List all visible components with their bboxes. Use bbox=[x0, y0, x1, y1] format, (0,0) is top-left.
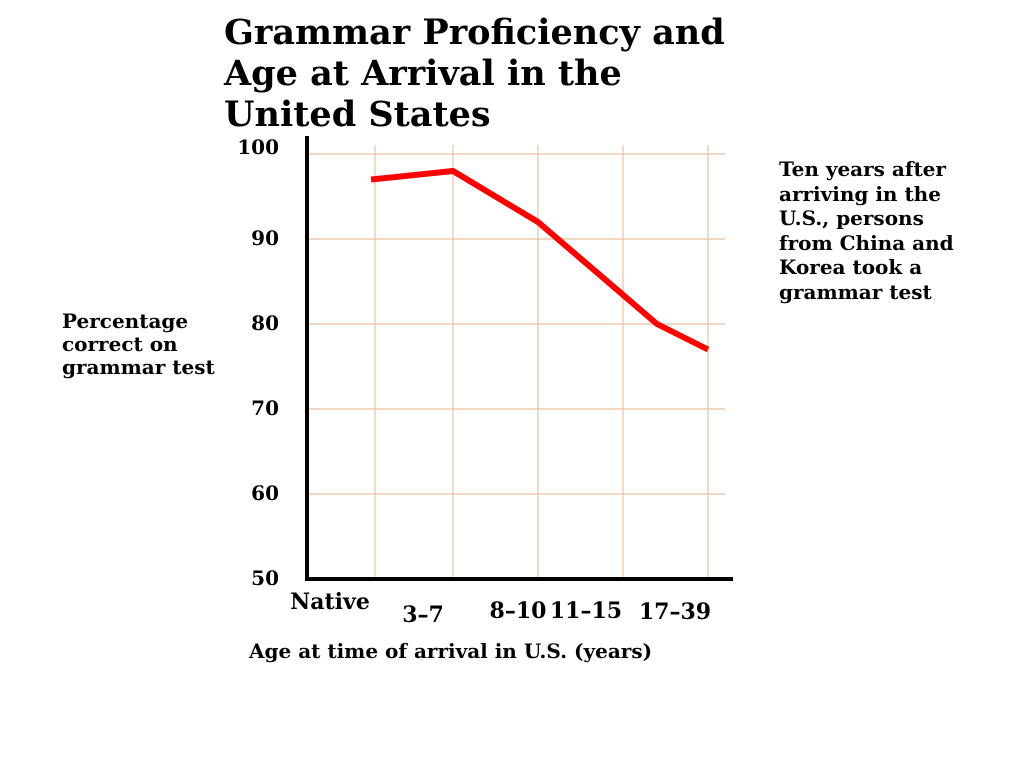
grid-lines bbox=[307, 145, 725, 579]
x-tick-label-0: Native bbox=[290, 589, 370, 615]
y-tick-label-90: 90 bbox=[251, 226, 279, 250]
annotation-note: Ten years after arriving in the U.S., pe… bbox=[779, 157, 954, 304]
x-tick-label-2: 8–10 bbox=[490, 598, 547, 624]
axes bbox=[305, 136, 733, 581]
x-axis-label: Age at time of arrival in U.S. (years) bbox=[249, 639, 653, 663]
y-tick-labels: 100 90 80 70 60 50 bbox=[237, 135, 279, 590]
y-tick-label-60: 60 bbox=[251, 481, 279, 505]
series-group bbox=[370, 168, 710, 353]
y-tick-label-50: 50 bbox=[251, 566, 279, 590]
y-axis-label: Percentage correct on grammar test bbox=[62, 309, 215, 379]
x-tick-labels: Native 3–7 8–10 11–15 17–39 bbox=[290, 589, 711, 628]
y-tick-label-70: 70 bbox=[251, 396, 279, 420]
chart-title: Grammar Proficiency and Age at Arrival i… bbox=[224, 12, 725, 135]
series-line-0 bbox=[370, 168, 710, 353]
x-tick-label-4: 17–39 bbox=[639, 599, 711, 625]
x-tick-label-1: 3–7 bbox=[402, 602, 444, 628]
y-tick-label-100: 100 bbox=[237, 135, 279, 159]
y-tick-label-80: 80 bbox=[251, 311, 279, 335]
x-tick-label-3: 11–15 bbox=[550, 598, 622, 624]
